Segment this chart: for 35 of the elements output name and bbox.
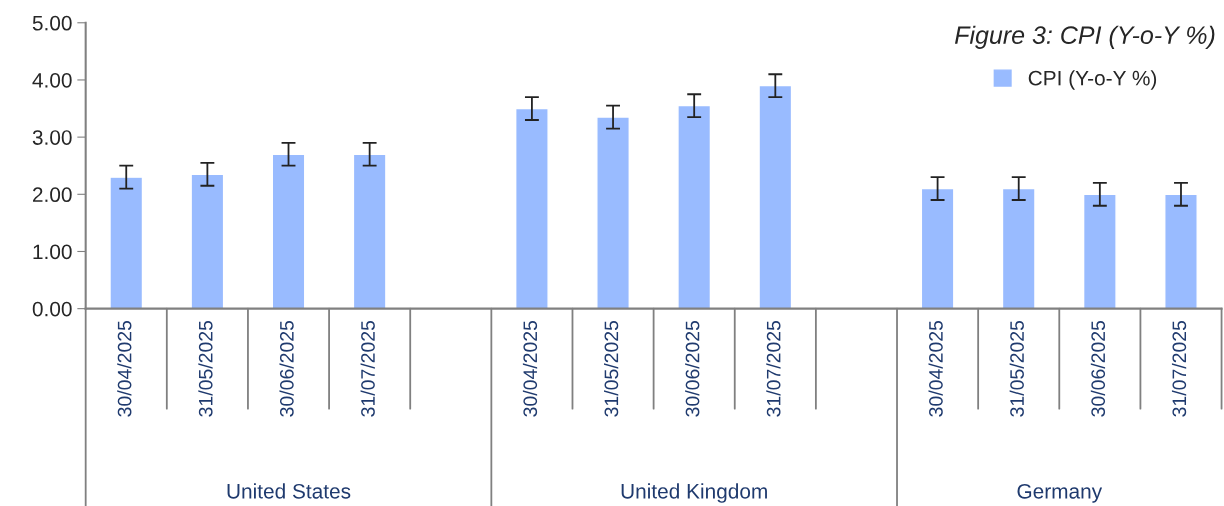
text: United States	[227, 483, 351, 499]
x-tick-label: 30/06/2025	[685, 320, 700, 417]
y-tick-label: 0.00	[32, 301, 72, 317]
bar	[271, 153, 306, 309]
x-tick-label: 31/05/2025	[198, 320, 213, 417]
y-tick-label: 1.00	[33, 244, 72, 260]
x-tick-label: 30/06/2025	[1090, 320, 1106, 417]
y-tick-label: 5.00	[32, 15, 72, 31]
bar	[514, 107, 549, 309]
y-tick-label: 2.00	[32, 187, 72, 203]
bar	[758, 84, 793, 309]
y-tick-label: 4.00	[32, 72, 72, 88]
bar	[1001, 187, 1036, 309]
x-tick-label: 31/07/2025	[360, 320, 375, 417]
x-tick-label: 31/07/2025	[766, 320, 781, 417]
bar	[109, 176, 144, 309]
x-tick-label: 30/04/2025	[928, 320, 943, 417]
text: Germany	[1017, 483, 1103, 503]
bar	[1082, 193, 1117, 309]
chart-title: Figure 3: CPI (Y-o-Y %)	[954, 25, 1215, 49]
x-tick-label: 30/04/2025	[117, 320, 132, 417]
bar	[352, 153, 387, 309]
legend-label: CPI (Y-o-Y %)	[1028, 70, 1157, 90]
bar	[920, 187, 955, 309]
bar	[596, 116, 630, 309]
x-tick-label: 30/04/2025	[522, 320, 538, 417]
y-tick-label: 3.00	[32, 130, 72, 145]
x-tick-label: 31/05/2025	[603, 320, 619, 417]
bar	[677, 104, 712, 309]
bar	[1164, 193, 1198, 309]
bar	[190, 173, 225, 309]
x-tick-label: 31/05/2025	[1009, 320, 1024, 417]
text: United Kingdom	[621, 483, 767, 503]
x-tick-label: 31/07/2025	[1171, 320, 1187, 417]
x-tick-label: 30/06/2025	[279, 320, 294, 417]
